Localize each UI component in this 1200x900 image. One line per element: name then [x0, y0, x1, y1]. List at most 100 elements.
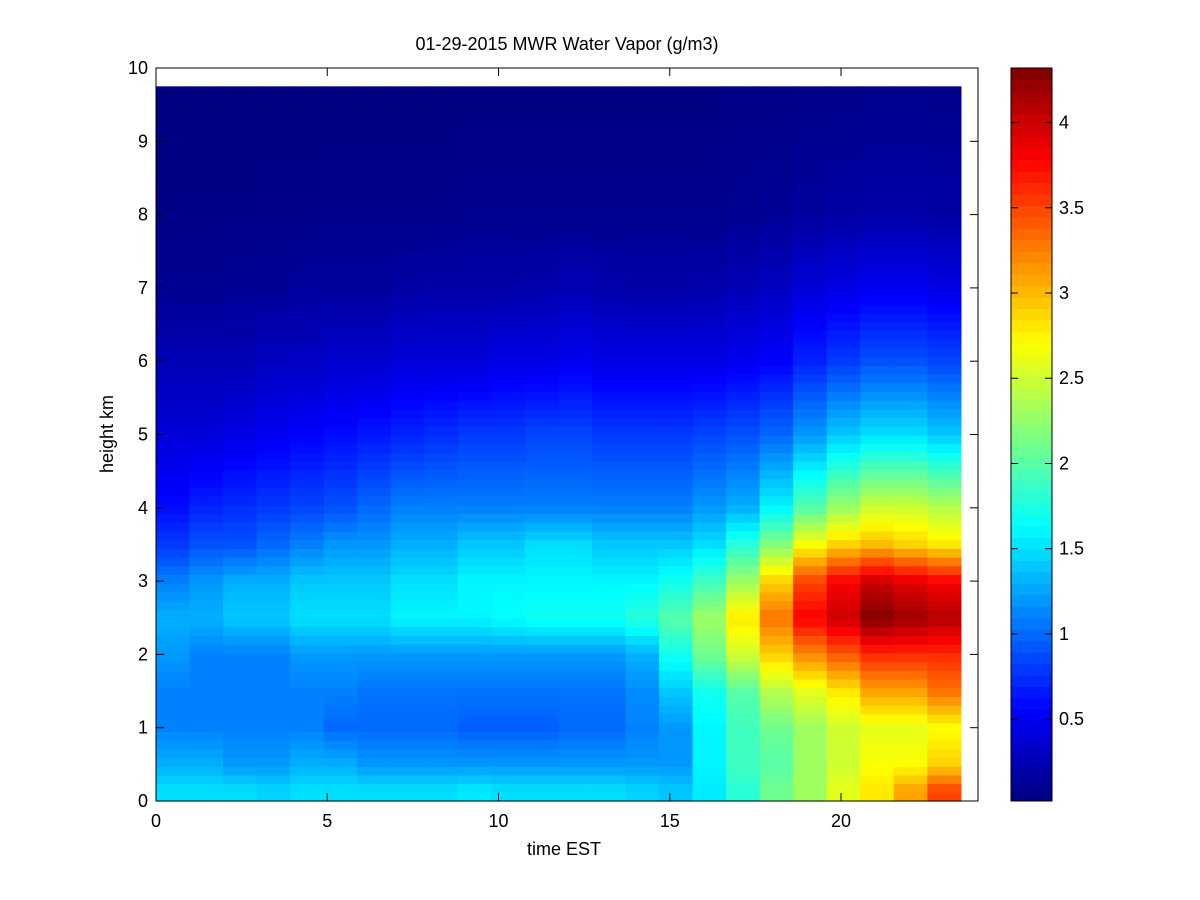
heatmap-cell — [591, 635, 627, 645]
heatmap-cell — [893, 304, 928, 314]
heatmap-cell — [726, 495, 761, 506]
heatmap-cell — [793, 304, 828, 314]
heatmap-cell — [524, 696, 560, 706]
heatmap-cell — [860, 600, 895, 610]
heatmap-cell — [457, 86, 492, 96]
heatmap-cell — [424, 129, 459, 140]
heatmap-cell — [625, 731, 660, 741]
heatmap-cell — [290, 417, 325, 427]
heatmap-cell — [793, 129, 828, 140]
heatmap-cell — [793, 652, 828, 663]
heatmap-cell — [558, 199, 593, 209]
heatmap-cell — [826, 365, 861, 375]
heatmap-cell — [927, 112, 962, 122]
heatmap-cell — [927, 408, 962, 419]
heatmap-cell — [390, 156, 425, 166]
heatmap-cell — [927, 661, 962, 671]
heatmap-cell — [860, 574, 895, 584]
heatmap-cell — [726, 687, 761, 698]
heatmap-cell — [591, 731, 627, 741]
heatmap-cell — [491, 182, 526, 192]
heatmap-cell — [457, 365, 492, 375]
heatmap-cell — [290, 156, 325, 166]
heatmap-cell — [793, 112, 828, 122]
heatmap-cell — [927, 495, 962, 506]
heatmap-cell — [826, 260, 861, 270]
heatmap-cell — [524, 347, 560, 358]
heatmap-cell — [893, 86, 928, 96]
heatmap-cell — [659, 243, 694, 253]
heatmap-cell — [927, 513, 962, 523]
heatmap-cell — [726, 617, 761, 628]
heatmap-cell — [759, 661, 794, 671]
heatmap-cell — [256, 583, 291, 593]
heatmap-cell — [692, 600, 727, 610]
heatmap-cell — [659, 591, 694, 602]
heatmap-cell — [491, 260, 526, 270]
heatmap-cell — [793, 121, 828, 131]
heatmap-cell — [323, 173, 358, 183]
heatmap-cell — [591, 670, 627, 680]
heatmap-cell — [893, 400, 928, 410]
heatmap-cell — [290, 766, 325, 776]
heatmap-cell — [692, 513, 727, 523]
heatmap-cell — [390, 304, 425, 314]
heatmap-cell — [524, 278, 560, 288]
heatmap-cell — [223, 591, 258, 602]
heatmap-cell — [860, 757, 895, 767]
heatmap-cell — [826, 792, 861, 802]
heatmap-cell — [390, 217, 425, 227]
heatmap-cell — [591, 530, 627, 541]
heatmap-cell — [793, 461, 828, 471]
heatmap-cell — [893, 644, 928, 654]
heatmap-cell — [357, 687, 392, 698]
heatmap-cell — [189, 164, 224, 175]
heatmap-cell — [524, 739, 560, 750]
heatmap-cell — [390, 792, 425, 802]
heatmap-cell — [424, 164, 459, 175]
heatmap-cell — [558, 147, 593, 157]
heatmap-cell — [491, 617, 526, 628]
heatmap-cell — [659, 757, 694, 767]
heatmap-cell — [424, 156, 459, 166]
heatmap-cell — [457, 739, 492, 750]
colorbar-swatch — [1011, 171, 1052, 184]
colorbar-swatch — [1011, 468, 1052, 481]
heatmap-cell — [256, 112, 291, 122]
heatmap-cells — [156, 86, 962, 802]
heatmap-cell — [491, 295, 526, 305]
heatmap-cell — [659, 391, 694, 401]
heatmap-cell — [591, 487, 627, 497]
colorbar-swatch — [1011, 68, 1052, 80]
heatmap-cell — [491, 487, 526, 497]
heatmap-cell — [457, 443, 492, 453]
heatmap-cell — [659, 652, 694, 663]
heatmap-cell — [524, 774, 560, 785]
heatmap-cell — [156, 469, 191, 480]
heatmap-cell — [290, 129, 325, 140]
heatmap-cell — [223, 278, 258, 288]
heatmap-cell — [927, 391, 962, 401]
heatmap-cell — [223, 539, 258, 549]
heatmap-cell — [390, 129, 425, 140]
heatmap-cell — [491, 661, 526, 671]
heatmap-cell — [524, 652, 560, 663]
heatmap-cell — [491, 278, 526, 288]
heatmap-cell — [390, 330, 425, 340]
heatmap-cell — [156, 286, 191, 297]
heatmap-cell — [189, 103, 224, 114]
heatmap-cell — [524, 678, 560, 689]
heatmap-cell — [826, 304, 861, 314]
heatmap-cell — [256, 434, 291, 445]
heatmap-cell — [357, 530, 392, 541]
heatmap-cell — [659, 347, 694, 358]
heatmap-cell — [726, 565, 761, 575]
heatmap-cell — [323, 705, 358, 715]
heatmap-cell — [659, 95, 694, 105]
heatmap-cell — [659, 234, 694, 244]
heatmap-cell — [357, 731, 392, 741]
heatmap-cell — [357, 487, 392, 497]
heatmap-cell — [927, 705, 962, 715]
heatmap-cell — [625, 644, 660, 654]
heatmap-cell — [759, 147, 794, 157]
